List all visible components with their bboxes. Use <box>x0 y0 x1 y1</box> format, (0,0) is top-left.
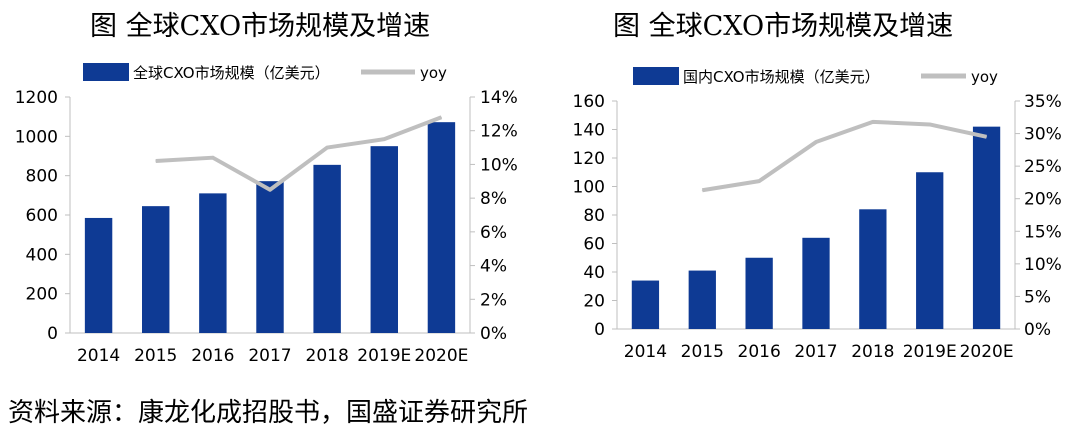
x-tick-label: 2018 <box>851 342 894 362</box>
bar-2018 <box>859 209 887 329</box>
bar-2020E <box>427 122 456 333</box>
left-tick-label: 120 <box>573 149 605 169</box>
left-tick-label: 20 <box>583 292 605 312</box>
bar-2019E <box>370 146 398 333</box>
legend-bar-label: 国内CXO市场规模（亿美元） <box>683 68 880 86</box>
x-tick-label: 2016 <box>191 346 234 366</box>
right-tick-label: 8% <box>480 189 507 209</box>
x-tick-label: 2019E <box>357 346 411 366</box>
bar-2017 <box>256 181 284 333</box>
right-tick-label: 30% <box>1024 125 1062 145</box>
right-tick-label: 10% <box>1024 255 1062 275</box>
bar-2016 <box>199 193 227 333</box>
left-tick-label: 400 <box>26 245 58 265</box>
yoy-point <box>383 138 385 140</box>
right-tick-label: 2% <box>480 290 507 310</box>
chart-1-title: 图 全球CXO市场规模及增速 <box>90 11 431 42</box>
left-tick-label: 80 <box>583 206 605 226</box>
bar-2016 <box>745 257 773 329</box>
right-tick-label: 4% <box>480 257 507 277</box>
left-tick-label: 60 <box>583 235 605 255</box>
x-tick-label: 2015 <box>134 346 177 366</box>
yoy-line <box>155 115 443 192</box>
yoy-point <box>872 121 874 123</box>
left-tick-label: 1000 <box>15 127 58 147</box>
yoy-point <box>269 189 271 191</box>
right-tick-label: 5% <box>1024 287 1051 307</box>
left-tick-label: 600 <box>26 206 58 226</box>
legend-bar-label: 全球CXO市场规模（亿美元） <box>133 64 330 82</box>
right-tick-label: 25% <box>1024 157 1062 177</box>
yoy-point <box>155 160 157 162</box>
x-tick-label: 2020E <box>960 342 1014 362</box>
left-tick-label: 1200 <box>15 88 58 108</box>
left-tick-label: 800 <box>26 167 58 187</box>
right-tick-label: 35% <box>1024 92 1062 112</box>
x-tick-label: 2018 <box>306 346 349 366</box>
right-tick-label: 0% <box>480 324 507 344</box>
bar-2015 <box>142 206 170 333</box>
yoy-point <box>701 189 703 191</box>
left-tick-label: 0 <box>594 320 605 340</box>
x-tick-label: 2014 <box>624 342 667 362</box>
left-tick-label: 0 <box>47 324 58 344</box>
right-tick-label: 6% <box>480 223 507 243</box>
left-tick-label: 40 <box>583 263 605 283</box>
yoy-point <box>815 141 817 143</box>
right-tick-label: 15% <box>1024 222 1062 242</box>
legend-bar-swatch <box>633 67 679 85</box>
x-tick-label: 2015 <box>681 342 724 362</box>
x-tick-label: 2014 <box>77 346 120 366</box>
left-tick-label: 100 <box>573 178 605 198</box>
x-tick-label: 2019E <box>903 342 957 362</box>
right-tick-label: 12% <box>480 122 518 142</box>
x-tick-label: 2016 <box>738 342 781 362</box>
right-tick-label: 10% <box>480 155 518 175</box>
bar-2017 <box>802 237 830 329</box>
yoy-point <box>758 180 760 182</box>
yoy-point <box>929 123 931 125</box>
chart-1: 0 200 400 600 800 1000 1200 0% 2% 4% 6% 8% 10% 12% 14%… <box>15 63 518 366</box>
bar-2014 <box>631 280 660 329</box>
left-tick-label: 200 <box>26 285 58 305</box>
legend-bar-swatch <box>83 63 129 81</box>
source-note: 资料来源：康龙化成招股书，国盛证券研究所 <box>8 398 529 428</box>
legend-line-label: yoy <box>971 68 998 86</box>
x-tick-label: 2017 <box>248 346 291 366</box>
legend-line-label: yoy <box>420 64 447 82</box>
x-tick-label: 2020E <box>414 346 468 366</box>
left-tick-label: 160 <box>573 92 605 112</box>
yoy-point <box>212 157 214 159</box>
bar-2018 <box>313 164 341 333</box>
bar-2020E <box>972 126 1001 330</box>
bar-2015 <box>688 270 716 329</box>
yoy-line <box>701 119 987 193</box>
right-tick-label: 20% <box>1024 190 1062 210</box>
chart-2: 0 20 40 60 80 100 120 140 160 0% 5% 10% 15% 20% 25% 30%… <box>573 67 1062 362</box>
x-tick-label: 2017 <box>794 342 837 362</box>
yoy-point <box>986 136 988 138</box>
left-tick-label: 140 <box>573 121 605 141</box>
bar-2019E <box>916 172 944 329</box>
yoy-point <box>440 116 442 118</box>
yoy-point <box>326 147 328 149</box>
right-tick-label: 14% <box>480 88 518 108</box>
bar-2014 <box>84 217 113 333</box>
chart-2-title: 图 全球CXO市场规模及增速 <box>613 11 954 42</box>
right-tick-label: 0% <box>1024 320 1051 340</box>
